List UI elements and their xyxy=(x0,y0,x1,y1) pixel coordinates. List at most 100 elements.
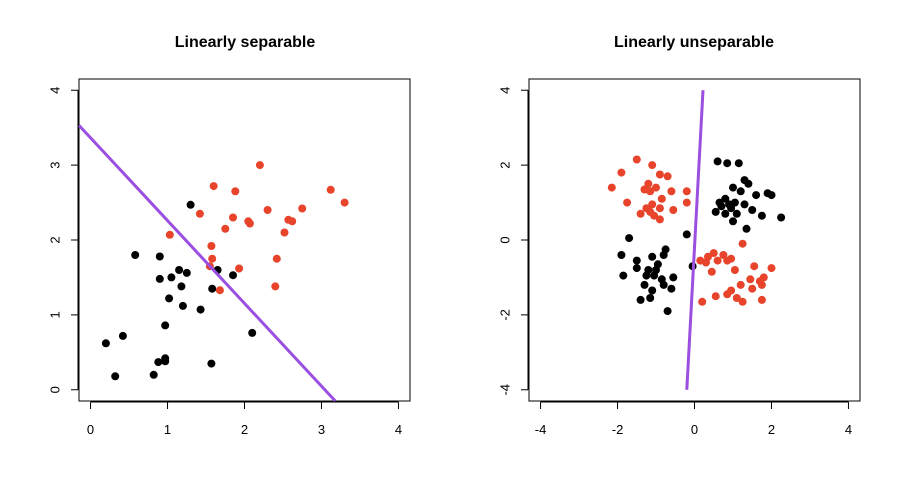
scatter-point xyxy=(727,286,736,295)
chart-title: Linearly separable xyxy=(175,34,316,51)
axes: 0 1 2 3 4 0 1 2 3 4 xyxy=(47,87,402,437)
scatter-point xyxy=(646,294,655,302)
scatter-point xyxy=(742,224,751,233)
scatter-point xyxy=(732,209,741,218)
scatter-point xyxy=(709,249,718,258)
scatter-point xyxy=(632,256,641,265)
scatter-point xyxy=(682,230,691,239)
scatter-point xyxy=(715,198,724,207)
scatter-point xyxy=(655,215,664,224)
scatter-point xyxy=(245,219,254,228)
scatter-point xyxy=(736,280,745,289)
chart-title: Linearly unseparable xyxy=(614,34,774,51)
y-tick-label: 0 xyxy=(47,386,62,393)
scatter-point xyxy=(748,206,757,214)
x-tick-label: -2 xyxy=(612,422,624,437)
plot-frame xyxy=(78,78,411,402)
scatter-point xyxy=(669,206,678,214)
y-tick-label: 3 xyxy=(47,161,62,168)
scatter-point xyxy=(235,264,244,273)
scatter-point xyxy=(767,264,776,273)
scatter-point xyxy=(719,251,728,259)
scatter-point xyxy=(207,359,216,368)
scatter-point xyxy=(619,271,628,280)
scatter-point xyxy=(167,273,176,282)
scatter-point xyxy=(636,295,645,304)
scatter-point xyxy=(757,280,766,289)
scatter-point xyxy=(736,187,745,196)
scatter-point xyxy=(730,266,739,274)
scatter-point xyxy=(698,297,707,306)
scatter-point xyxy=(711,292,720,301)
scatter-point xyxy=(711,207,720,216)
scatter-point xyxy=(155,252,164,261)
scatter-point xyxy=(196,305,205,314)
scatter-point xyxy=(617,168,626,177)
scatter-point xyxy=(744,179,753,188)
y-tick-label: 2 xyxy=(497,161,512,168)
scatter-point xyxy=(730,198,739,207)
scatter-point xyxy=(248,328,257,337)
scatter-point xyxy=(177,282,186,291)
scatter-point xyxy=(280,228,289,237)
scatter-point xyxy=(632,264,641,273)
axes: -4 -2 0 2 4 -4 -2 0 2 4 xyxy=(497,87,852,437)
scatter-point xyxy=(263,206,272,214)
scatter-point xyxy=(655,170,664,179)
scatter-point xyxy=(632,155,641,164)
x-tick-label: 1 xyxy=(164,422,171,437)
scatter-point xyxy=(623,198,632,207)
scatter-point xyxy=(165,230,174,239)
scatter-point xyxy=(326,185,335,194)
plot-frame xyxy=(528,78,861,402)
scatter-point xyxy=(750,262,759,271)
scatter-point xyxy=(617,251,626,259)
scatter-point xyxy=(727,204,736,213)
scatter-point xyxy=(271,282,280,291)
scatter-point xyxy=(657,194,666,203)
scatter-point xyxy=(732,294,741,302)
scatter-point xyxy=(182,268,191,277)
x-tick-label: 2 xyxy=(241,422,248,437)
scatter-point xyxy=(161,357,170,366)
y-tick-label: 2 xyxy=(47,236,62,243)
decision-line xyxy=(685,90,705,390)
scatter-point xyxy=(642,271,651,280)
scatter-point xyxy=(659,280,668,289)
scatter-point xyxy=(648,286,657,295)
plot-area xyxy=(77,124,349,403)
scatter-point xyxy=(667,187,676,196)
scatter-point xyxy=(738,297,747,306)
scatter-point xyxy=(702,258,710,267)
scatter-point xyxy=(646,187,655,196)
scatter-point xyxy=(740,200,749,209)
scatter-point xyxy=(229,271,237,280)
scatter-point xyxy=(255,161,264,170)
scatter-point xyxy=(165,294,174,303)
scatter-point xyxy=(648,252,657,261)
scatter-point xyxy=(207,242,216,250)
scatter-point xyxy=(648,161,657,170)
scatter-point xyxy=(652,266,660,274)
y-tick-label: 0 xyxy=(497,236,512,243)
scatter-point xyxy=(757,295,766,304)
decision-line xyxy=(77,124,337,403)
scatter-point xyxy=(149,370,158,379)
panel-linearly-separable: Linearly separable 0 1 2 3 4 0 1 2 3 4 xyxy=(47,34,411,437)
scatter-point xyxy=(661,245,670,254)
scatter-point xyxy=(208,254,217,263)
y-tick-label: -4 xyxy=(497,384,512,396)
y-tick-label: 4 xyxy=(47,87,62,94)
scatter-point xyxy=(729,183,737,192)
plot-area xyxy=(607,90,786,390)
scatter-point xyxy=(682,198,691,207)
scatter-point xyxy=(298,204,307,213)
x-tick-label: 3 xyxy=(318,422,325,437)
scatter-point xyxy=(667,284,676,293)
scatter-point xyxy=(155,274,164,283)
scatter-point xyxy=(231,187,240,196)
scatter-point xyxy=(178,301,187,310)
scatter-point xyxy=(663,172,672,181)
scatter-point xyxy=(734,159,743,168)
scatter-point xyxy=(209,182,218,191)
